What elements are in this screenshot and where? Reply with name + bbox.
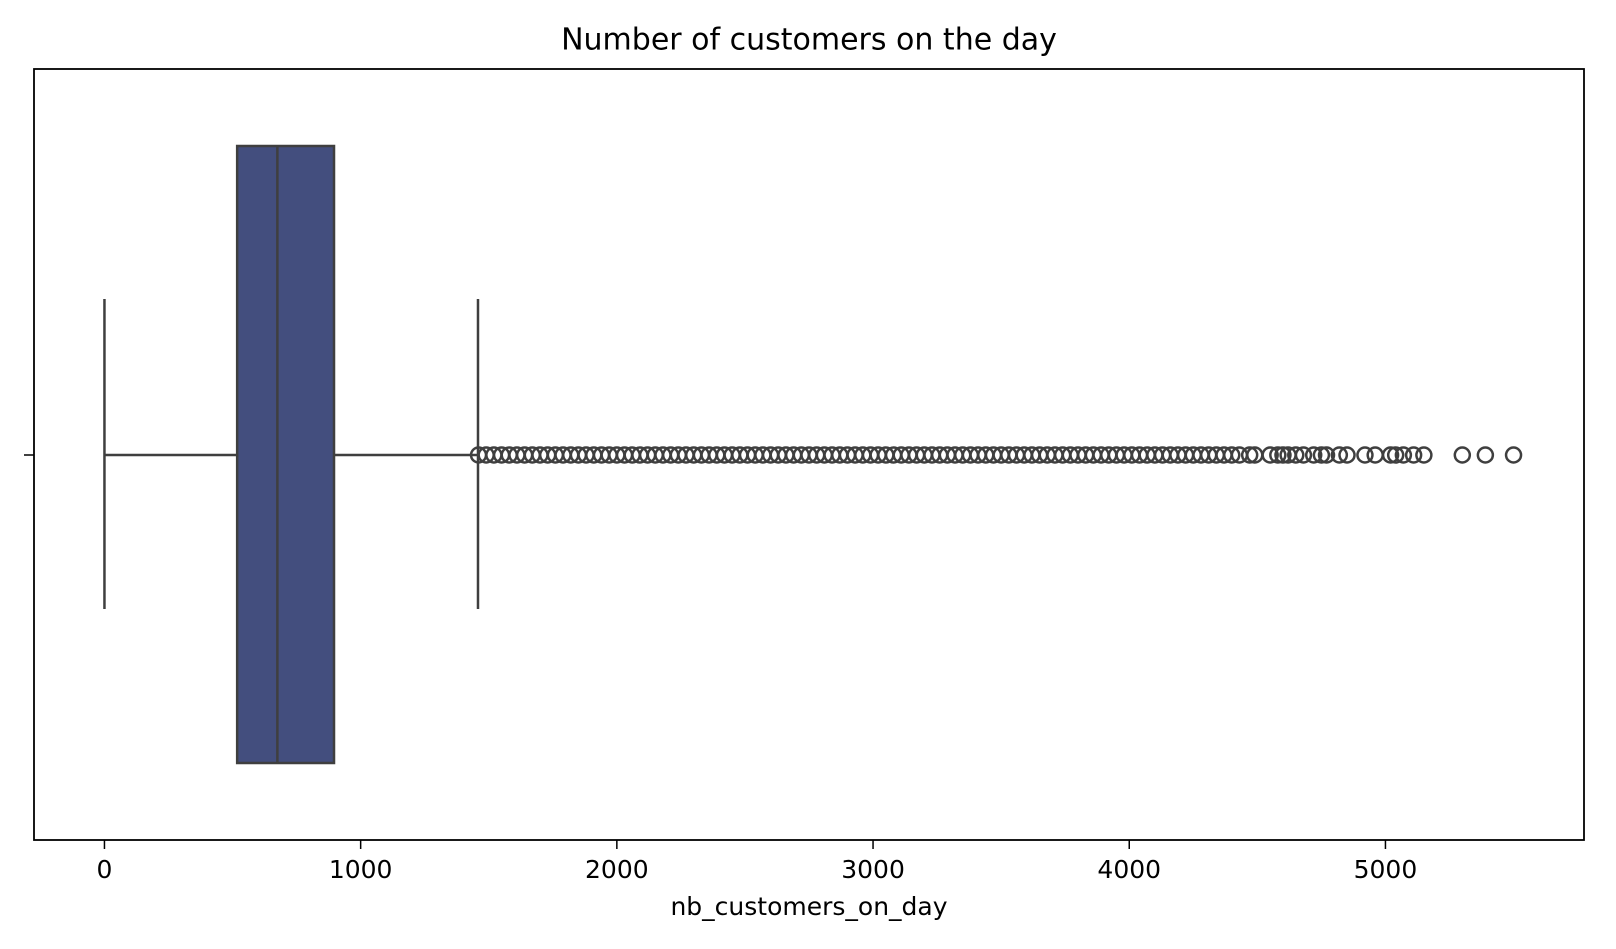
outlier <box>1304 446 1323 464</box>
x-tick-label: 1000 <box>329 855 393 884</box>
outlier <box>1356 446 1374 464</box>
x-tick-label: 4000 <box>1097 855 1161 884</box>
outlier <box>1394 446 1413 464</box>
outlier <box>1415 446 1433 464</box>
outlier <box>1476 446 1495 464</box>
outlier <box>1366 446 1384 464</box>
outlier <box>1381 446 1400 464</box>
outlier <box>1404 446 1423 464</box>
outlier <box>1222 446 1241 464</box>
x-tick-label: 3000 <box>841 855 905 884</box>
outlier <box>1287 446 1305 464</box>
outlier <box>1330 446 1349 464</box>
outlier <box>1504 446 1523 464</box>
x-tick-label: 2000 <box>585 855 649 884</box>
outlier <box>1294 446 1313 464</box>
outlier <box>1240 446 1259 464</box>
x-tick-label: 5000 <box>1354 855 1418 884</box>
outlier <box>1261 446 1279 464</box>
outlier <box>1338 446 1356 464</box>
x-tick-label: 0 <box>97 855 113 884</box>
box <box>235 144 336 765</box>
outlier <box>1386 446 1405 464</box>
outlier <box>1453 446 1472 464</box>
outlier <box>1269 446 1287 464</box>
outlier <box>1317 446 1336 464</box>
chart-title: Number of customers on the day <box>561 23 1057 58</box>
x-axis-label: nb_customers_on_day <box>670 892 947 921</box>
outlier <box>1274 446 1292 464</box>
plot-frame <box>33 68 1585 841</box>
outlier <box>1312 446 1331 464</box>
